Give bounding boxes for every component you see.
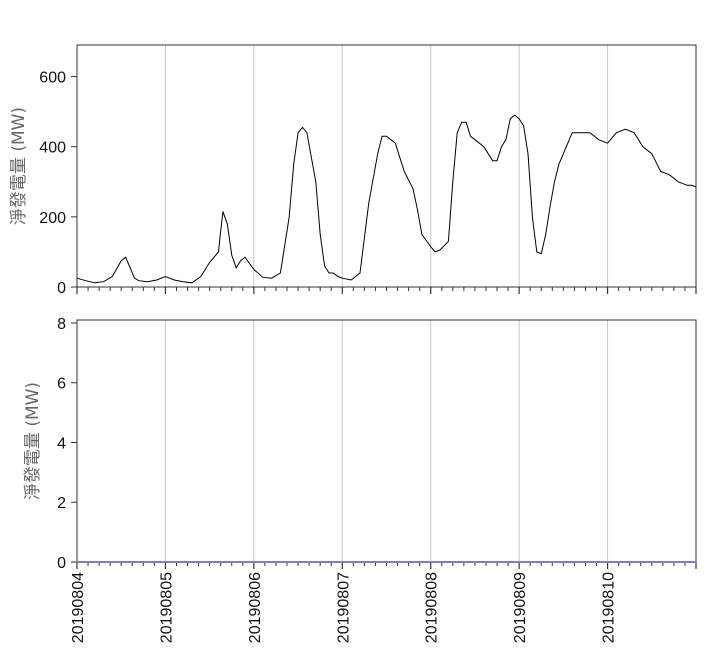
net-generation-line-top: [76, 114, 697, 284]
y-tick-label: 4: [57, 435, 66, 452]
top-y-ticks: 0 200 400 600: [39, 70, 77, 297]
bottom-plot-frame: [76, 319, 697, 563]
top-plot-frame: [76, 44, 697, 288]
bottom-panel: 0 2 4 6 8 淨發電量 (MW): [23, 316, 697, 572]
x-date-label: 20190806: [247, 572, 264, 643]
y-tick-label: 200: [39, 210, 66, 227]
top-y-axis-label: 淨發電量 (MW): [9, 107, 29, 225]
bottom-y-ticks: 0 2 4 6 8: [57, 316, 77, 572]
x-date-label: 20190804: [70, 572, 87, 643]
x-date-label: 20190809: [512, 572, 529, 643]
x-date-label: 20190805: [158, 572, 175, 643]
y-tick-label: 8: [57, 316, 66, 333]
y-tick-label: 6: [57, 376, 66, 393]
y-tick-label: 2: [57, 495, 66, 512]
y-tick-label: 400: [39, 140, 66, 157]
y-tick-label: 0: [57, 555, 66, 572]
top-x-ticks: [76, 287, 697, 294]
x-date-label: 20190807: [335, 572, 352, 643]
top-gridlines: [164, 45, 609, 287]
y-tick-label: 600: [39, 70, 66, 87]
bottom-x-ticks: [76, 562, 697, 569]
top-panel: 0 200 400 600 淨發電量 (MW): [9, 44, 697, 297]
x-date-label: 20190808: [424, 572, 441, 643]
y-tick-label: 0: [57, 280, 66, 297]
x-axis-date-labels: 20190804 20190805 20190806 20190807 20190808…: [70, 572, 618, 643]
bottom-y-axis-label: 淨發電量 (MW): [23, 382, 43, 500]
x-date-label: 20190810: [601, 572, 618, 643]
bottom-gridlines: [164, 320, 609, 562]
